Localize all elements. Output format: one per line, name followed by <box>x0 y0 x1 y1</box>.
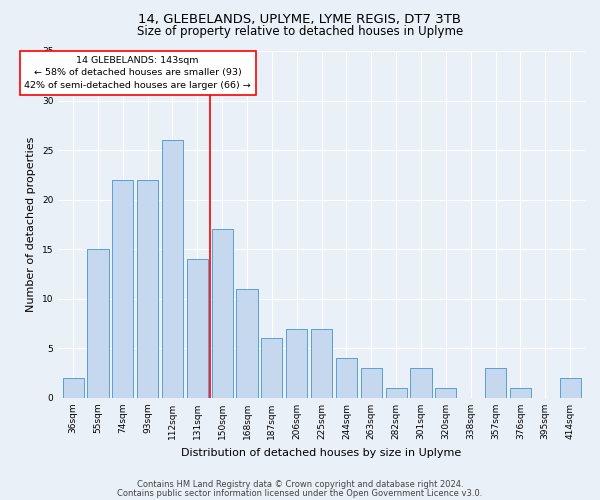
Bar <box>236 289 257 398</box>
Text: Contains HM Land Registry data © Crown copyright and database right 2024.: Contains HM Land Registry data © Crown c… <box>137 480 463 489</box>
Bar <box>386 388 407 398</box>
Bar <box>311 328 332 398</box>
Text: 14, GLEBELANDS, UPLYME, LYME REGIS, DT7 3TB: 14, GLEBELANDS, UPLYME, LYME REGIS, DT7 … <box>139 12 461 26</box>
Bar <box>410 368 431 398</box>
Bar <box>286 328 307 398</box>
Bar <box>510 388 531 398</box>
Bar <box>187 259 208 398</box>
Bar <box>485 368 506 398</box>
Bar <box>560 378 581 398</box>
Bar <box>137 180 158 398</box>
Y-axis label: Number of detached properties: Number of detached properties <box>26 137 36 312</box>
Bar <box>162 140 183 398</box>
Bar <box>336 358 357 398</box>
Bar <box>262 338 283 398</box>
Text: 14 GLEBELANDS: 143sqm
← 58% of detached houses are smaller (93)
42% of semi-deta: 14 GLEBELANDS: 143sqm ← 58% of detached … <box>25 56 251 90</box>
Bar <box>112 180 133 398</box>
X-axis label: Distribution of detached houses by size in Uplyme: Distribution of detached houses by size … <box>181 448 462 458</box>
Bar <box>212 230 233 398</box>
Bar <box>62 378 83 398</box>
Text: Contains public sector information licensed under the Open Government Licence v3: Contains public sector information licen… <box>118 488 482 498</box>
Bar <box>88 249 109 398</box>
Bar <box>361 368 382 398</box>
Text: Size of property relative to detached houses in Uplyme: Size of property relative to detached ho… <box>137 25 463 38</box>
Bar <box>435 388 457 398</box>
